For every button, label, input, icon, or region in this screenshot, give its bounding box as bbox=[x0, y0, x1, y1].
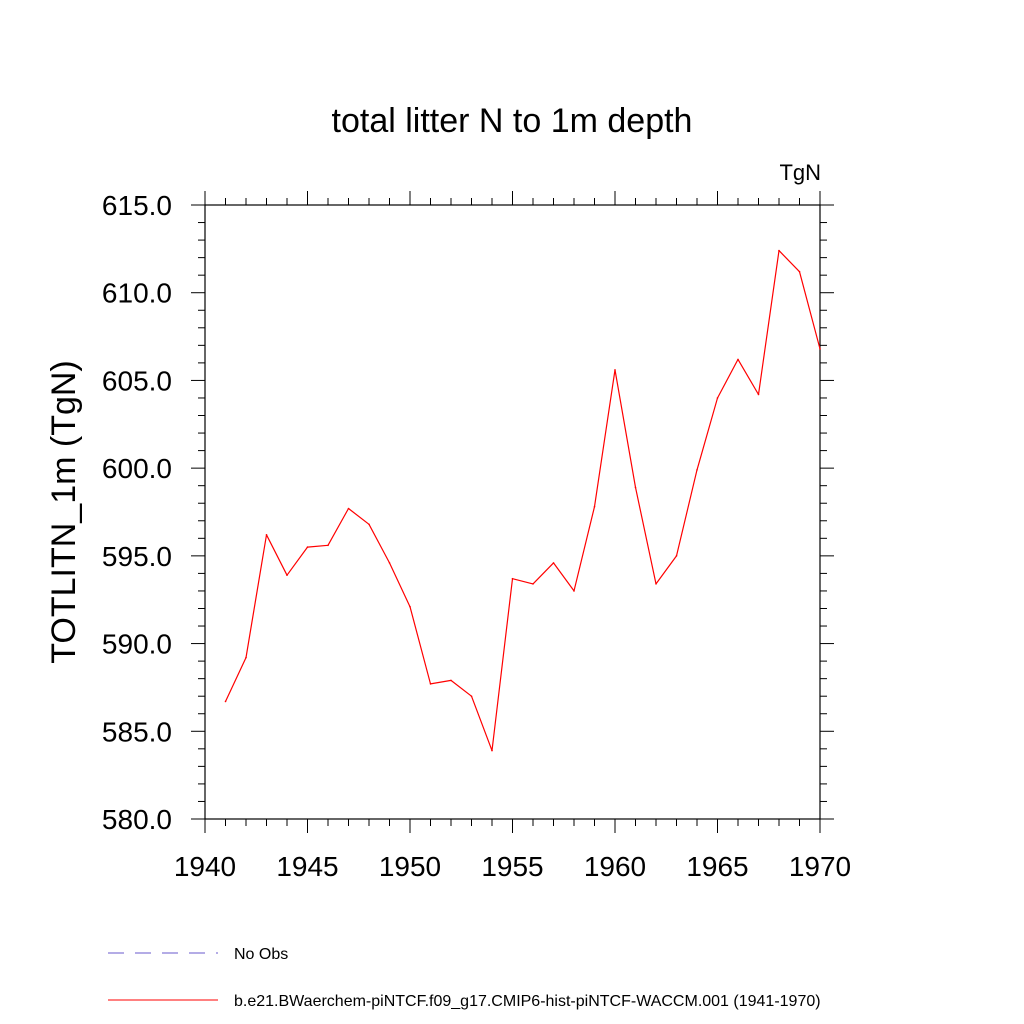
data-point bbox=[409, 605, 411, 608]
x-tick-label: 1955 bbox=[481, 851, 543, 882]
data-point bbox=[450, 679, 452, 682]
y-tick-label: 605.0 bbox=[102, 365, 172, 396]
data-point bbox=[778, 249, 780, 252]
data-point bbox=[819, 348, 821, 350]
plot-frame bbox=[204, 204, 821, 820]
x-tick-label: 1970 bbox=[789, 851, 851, 882]
data-point bbox=[696, 469, 698, 471]
data-point bbox=[306, 546, 309, 548]
x-tick-label: 1960 bbox=[584, 851, 646, 882]
data-point bbox=[368, 523, 370, 526]
data-point bbox=[757, 393, 760, 396]
data-point bbox=[737, 358, 739, 361]
x-tick-label: 1945 bbox=[276, 851, 338, 882]
y-tick-label: 580.0 bbox=[102, 804, 172, 835]
data-point bbox=[491, 749, 493, 752]
x-tick-label: 1950 bbox=[379, 851, 441, 882]
data-point bbox=[429, 683, 432, 685]
y-axis-title: TOTLITN_1m (TgN) bbox=[45, 360, 83, 664]
x-tick-label: 1940 bbox=[174, 851, 236, 882]
data-point bbox=[716, 397, 719, 399]
data-point bbox=[675, 555, 678, 557]
data-point bbox=[286, 574, 288, 576]
series-line bbox=[224, 250, 821, 752]
y-tick-label: 595.0 bbox=[102, 541, 172, 572]
data-point bbox=[347, 507, 350, 510]
data-point bbox=[798, 270, 801, 273]
y-tick-label: 590.0 bbox=[102, 629, 172, 660]
plot-area: 1940 1945 1950 1955 1960 1965 1970 580.0 585.0 59… bbox=[102, 190, 851, 882]
data-point bbox=[388, 562, 391, 564]
data-point bbox=[593, 505, 596, 508]
y-tick-label: 600.0 bbox=[102, 453, 172, 484]
x-tick-label: 1965 bbox=[686, 851, 748, 882]
legend-label: No Obs bbox=[234, 946, 288, 963]
legend: No Obs b.e21.BWaerchem-piNTCF.f09_g17.CMI… bbox=[108, 946, 821, 1010]
data-point bbox=[552, 562, 555, 564]
data-point bbox=[511, 577, 514, 580]
data-point bbox=[327, 544, 329, 547]
y-tick-label: 615.0 bbox=[102, 190, 172, 221]
units-label: TgN bbox=[779, 160, 821, 185]
data-point bbox=[245, 656, 247, 659]
data-point bbox=[470, 695, 473, 697]
data-point bbox=[655, 583, 657, 585]
data-point bbox=[532, 583, 534, 585]
data-point bbox=[634, 486, 637, 489]
data-point bbox=[573, 590, 575, 592]
legend-label: b.e21.BWaerchem-piNTCF.f09_g17.CMIP6-his… bbox=[234, 993, 821, 1010]
chart-title: total litter N to 1m depth bbox=[332, 102, 693, 140]
data-point bbox=[614, 369, 616, 371]
y-tick-label: 585.0 bbox=[102, 716, 172, 747]
data-point bbox=[265, 534, 268, 536]
y-tick-label: 610.0 bbox=[102, 278, 172, 309]
data-point bbox=[224, 700, 227, 703]
